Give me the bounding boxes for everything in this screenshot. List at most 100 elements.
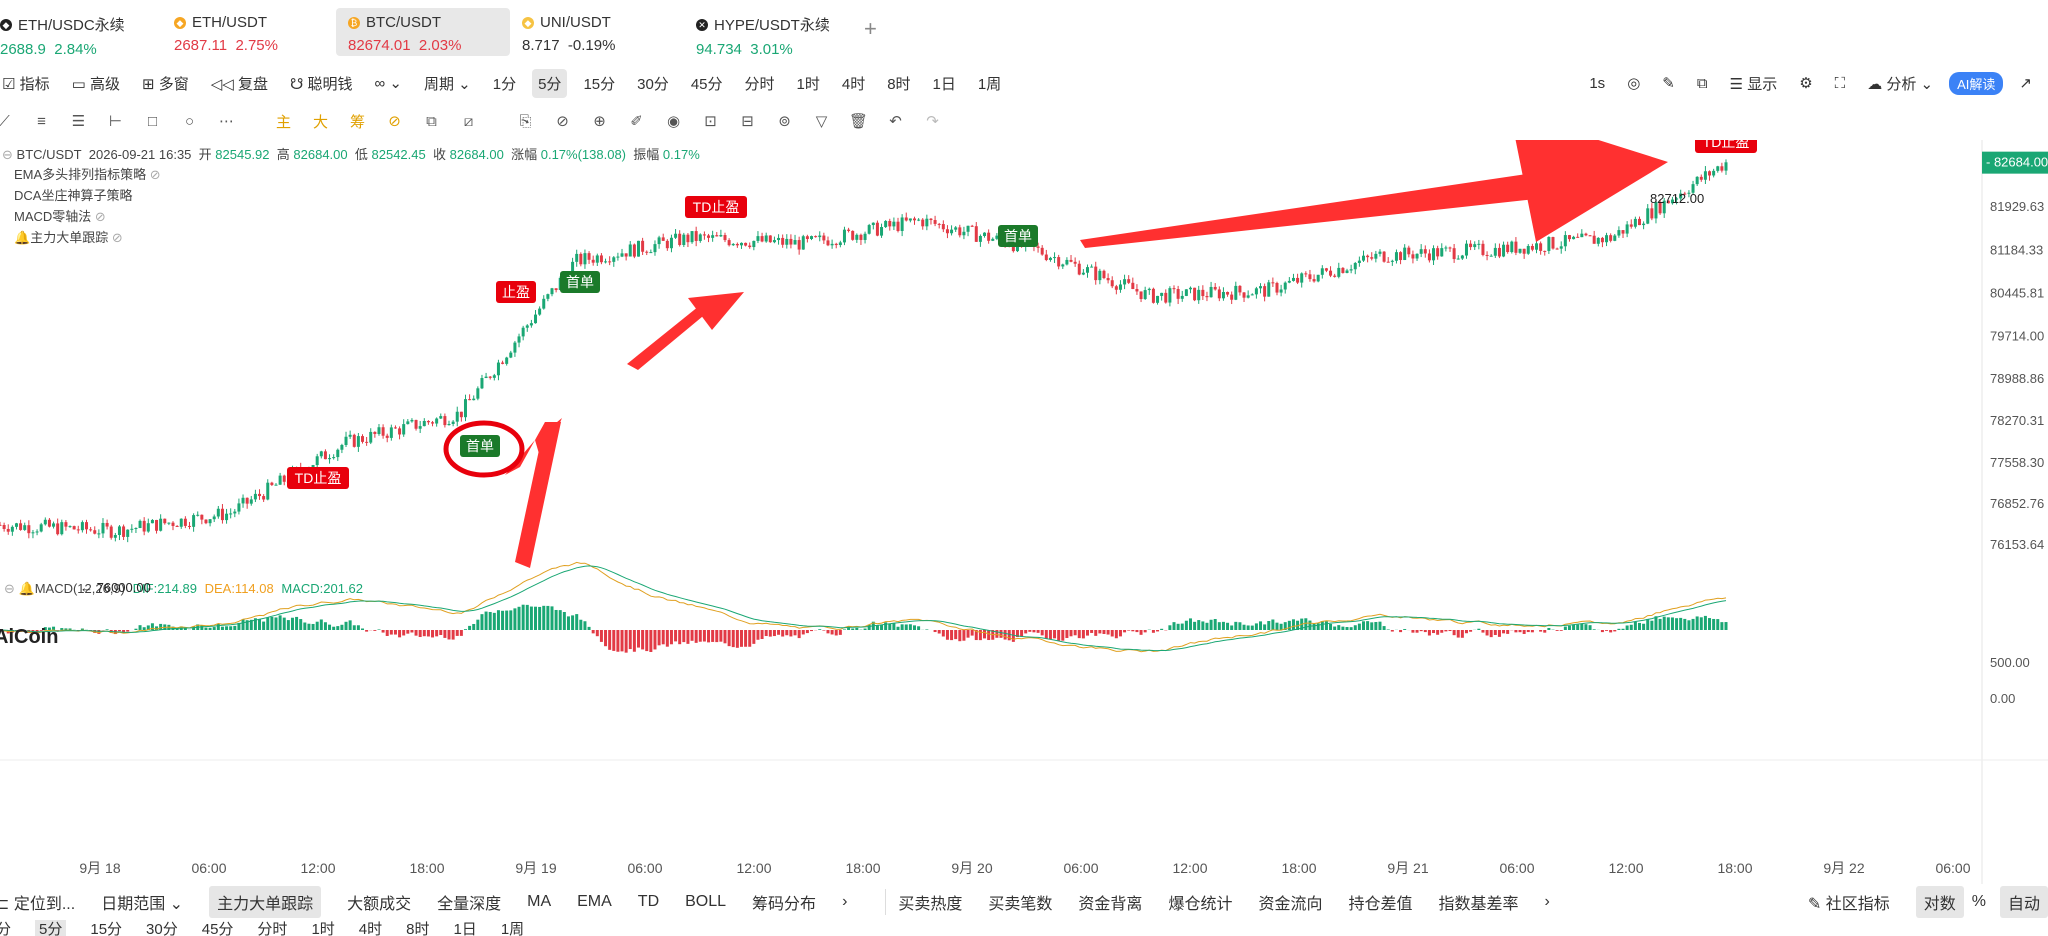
hline-tool-icon[interactable]: ≡: [37, 112, 46, 130]
chevron-right-icon[interactable]: ›: [1544, 893, 1550, 910]
trash-icon[interactable]: 🗑: [848, 113, 869, 130]
glasses-icon[interactable]: ∞ ⌄: [374, 75, 402, 92]
advanced-button[interactable]: ▭ 高级: [71, 75, 120, 93]
period-1w[interactable]: 1周: [977, 75, 1002, 93]
tab-large-trades[interactable]: 大额成交: [347, 896, 412, 913]
magnet-icon[interactable]: ⧄: [463, 112, 474, 130]
tab-full-depth[interactable]: 全量深度: [437, 896, 502, 913]
tab-liquidation[interactable]: 爆仓统计: [1168, 896, 1233, 913]
eye-off-icon[interactable]: ⊘: [149, 167, 161, 182]
smart-money-button[interactable]: ☋ 聪明钱: [290, 75, 353, 93]
tab-td[interactable]: TD: [637, 893, 660, 910]
indicator-macd-zero[interactable]: MACD零轴法 ⊘: [14, 206, 106, 225]
symbol-tab[interactable]: ✕ HYPE/USDT永续 94.734 3.01%: [684, 8, 858, 58]
period-5m[interactable]: 5分: [532, 68, 568, 98]
period-1h[interactable]: 1时: [796, 75, 820, 93]
community-indicator-button[interactable]: ✎ 社区指标: [1807, 896, 1890, 913]
period-item[interactable]: 分: [0, 920, 12, 936]
redo-icon[interactable]: ↷: [926, 113, 939, 130]
period-4h[interactable]: 4时: [841, 75, 866, 93]
add-tab-button[interactable]: +: [864, 16, 877, 41]
filter-icon[interactable]: ▽: [815, 113, 828, 130]
period-item[interactable]: 1时: [311, 920, 335, 936]
eye-off-icon[interactable]: ⊘: [111, 230, 123, 245]
symbol-tab[interactable]: ◆ ETH/USDC永续 2688.9 2.84%: [0, 8, 162, 58]
period-1m[interactable]: 1分: [492, 75, 517, 93]
rect-tool-icon[interactable]: □: [147, 112, 158, 130]
large-marker-button[interactable]: 大: [312, 113, 328, 131]
multi-window-button[interactable]: ⊞ 多窗: [142, 75, 189, 93]
period-item[interactable]: 15分: [90, 920, 123, 936]
replay-button[interactable]: ◁◁ 复盘: [210, 75, 269, 93]
indicator-whale-tracking[interactable]: 🔔主力大单跟踪 ⊘: [14, 227, 123, 246]
tab-ma[interactable]: MA: [527, 893, 552, 910]
period-30m[interactable]: 30分: [637, 75, 669, 93]
tab-buy-sell-heat[interactable]: 买卖热度: [898, 896, 963, 913]
tab-position-diff[interactable]: 持仓差值: [1348, 896, 1413, 913]
tab-buy-sell-count[interactable]: 买卖笔数: [988, 896, 1053, 913]
tab-index-basis[interactable]: 指数基差率: [1438, 896, 1519, 913]
chevron-right-icon[interactable]: ›: [842, 893, 848, 910]
ai-interpret-button[interactable]: AI解读: [1949, 71, 2004, 95]
share-icon[interactable]: ↗: [2019, 75, 2032, 92]
indicator-button[interactable]: ☑ 指标: [2, 75, 50, 93]
ellipse-tool-icon[interactable]: ○: [184, 112, 195, 130]
period-item[interactable]: 45分: [201, 920, 234, 936]
note-icon[interactable]: ⊟: [741, 113, 754, 130]
line-tool-icon[interactable]: ⟋: [0, 112, 10, 130]
symbol-tab[interactable]: ◆ ETH/USDT 2687.11 2.75%: [162, 8, 336, 56]
fullscreen-icon[interactable]: ⛶: [1834, 74, 1846, 92]
indicator-dca-strategy[interactable]: DCA坐庄神算子策略: [14, 185, 132, 204]
hide-icon[interactable]: ⊚: [778, 113, 791, 130]
eye-off-icon[interactable]: ⊘: [94, 209, 106, 224]
period-item[interactable]: 8时: [406, 920, 430, 936]
refresh-1s-button[interactable]: 1s: [1589, 74, 1606, 92]
tab-fund-flow[interactable]: 资金流向: [1258, 896, 1323, 913]
undo-icon[interactable]: ↶: [889, 113, 902, 130]
indicator-ema-strategy[interactable]: EMA多头排列指标策略 ⊘: [14, 164, 161, 183]
tab-boll[interactable]: BOLL: [685, 893, 727, 910]
period-8h[interactable]: 8时: [887, 75, 911, 93]
period-item[interactable]: 4时: [358, 920, 383, 936]
date-range-dropdown[interactable]: 日期范围 ⌄: [101, 896, 184, 913]
tab-whale-tracking[interactable]: 主力大单跟踪: [209, 886, 322, 918]
period-1d[interactable]: 1日: [932, 75, 956, 93]
analysis-dropdown[interactable]: ☁ 分析 ⌄: [1867, 75, 1934, 93]
period-item[interactable]: 1周: [500, 920, 525, 936]
highlight-icon[interactable]: ⊘: [388, 113, 401, 130]
ruler-icon[interactable]: ⊘: [556, 113, 569, 130]
period-15m[interactable]: 15分: [583, 75, 616, 93]
copy-icon[interactable]: ⎘: [519, 112, 532, 130]
camera-icon[interactable]: ◎: [1627, 75, 1641, 92]
brush-icon[interactable]: ✐: [630, 113, 643, 130]
price-chart[interactable]: - 82684.00 81929.63 81184.33 80445.81 79714…: [0, 140, 2048, 884]
channel-tool-icon[interactable]: ☰: [71, 113, 86, 130]
percent-toggle[interactable]: %: [1971, 893, 1986, 910]
auto-scale-toggle[interactable]: 自动: [1999, 886, 2048, 918]
tab-fund-divergence[interactable]: 资金背离: [1078, 896, 1143, 913]
period-dropdown[interactable]: 周期 ⌄: [423, 75, 471, 93]
log-scale-toggle[interactable]: 对数: [1915, 886, 1964, 918]
popout-icon[interactable]: ⧉: [1696, 74, 1708, 92]
collapse-icon[interactable]: ⊖: [2, 147, 13, 162]
tab-chips[interactable]: 筹码分布: [752, 896, 817, 913]
more-tools-icon[interactable]: ⋯: [219, 113, 234, 130]
chips-marker-button[interactable]: 筹: [349, 113, 365, 131]
symbol-tab-active[interactable]: ₿ BTC/USDT 82674.01 2.03%: [336, 8, 510, 56]
ray-tool-icon[interactable]: ⊢: [108, 113, 123, 130]
period-timeline[interactable]: 分时: [744, 75, 775, 93]
period-item[interactable]: 分时: [257, 920, 288, 936]
period-item[interactable]: 5分: [35, 920, 67, 936]
zoom-in-icon[interactable]: ⊕: [593, 113, 606, 130]
layers-icon[interactable]: ⧉: [426, 112, 437, 130]
settings-icon[interactable]: ⚙: [1799, 75, 1813, 92]
main-marker-button[interactable]: 主: [275, 113, 291, 131]
period-45m[interactable]: 45分: [690, 75, 723, 93]
period-item[interactable]: 30分: [146, 920, 178, 936]
display-button[interactable]: ☰ 显示: [1729, 75, 1778, 93]
visibility-icon[interactable]: ◉: [666, 113, 681, 130]
tab-ema[interactable]: EMA: [577, 893, 612, 910]
locate-button[interactable]: ⊏ 定位到...: [0, 896, 76, 913]
pencil-icon[interactable]: ✎: [1662, 75, 1675, 92]
symbol-tab[interactable]: ◆ UNI/USDT 8.717 -0.19%: [510, 8, 684, 56]
